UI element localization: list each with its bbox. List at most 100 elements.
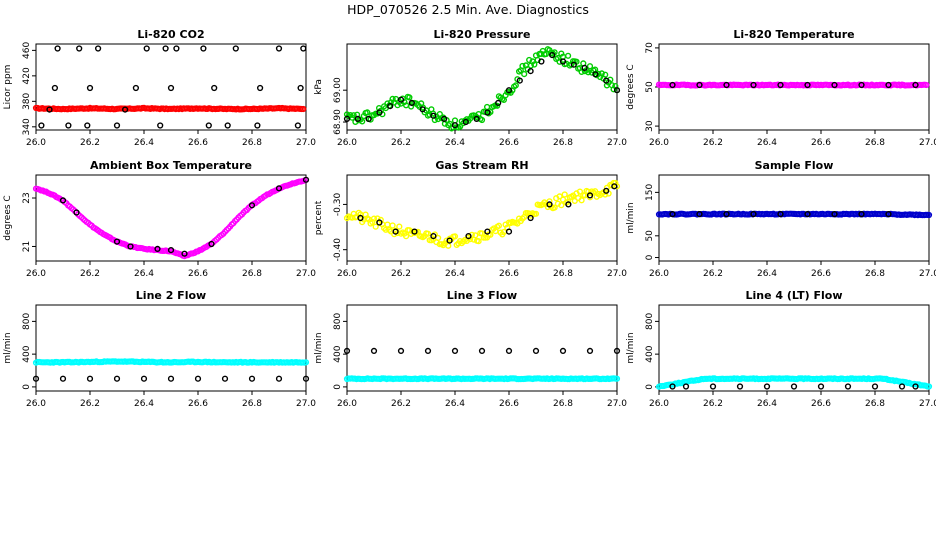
data-point: [556, 193, 563, 200]
data-point: [154, 245, 161, 253]
data-point: [516, 77, 523, 84]
x-tick-label: 26.0: [337, 269, 357, 279]
data-point: [581, 64, 588, 72]
data-point: [59, 375, 67, 382]
y-axis-label: ml/min: [3, 332, 13, 363]
data-point: [302, 359, 310, 366]
data-point: [613, 375, 621, 382]
data-point: [294, 122, 302, 129]
data-point: [446, 237, 453, 244]
data-point: [408, 99, 415, 107]
y-tick-label: 0: [645, 384, 655, 390]
data-point: [578, 197, 585, 204]
data-point: [475, 238, 482, 245]
data-point: [578, 68, 585, 76]
data-point: [696, 211, 703, 218]
x-tick-label: 26.2: [703, 269, 723, 279]
panel-title: Gas Stream RH: [435, 159, 528, 172]
data-point: [603, 187, 610, 194]
y-tick-label: 23: [22, 192, 32, 203]
figure-title: HDP_070526 2.5 Min. Ave. Diagnostics: [347, 2, 589, 17]
panel-7: Line 2 Flow 26.0 26.2 26.4 26.6 26.8 27.0 0 400 8…: [3, 289, 316, 409]
data-point: [343, 115, 351, 123]
y-tick-label: 30: [645, 120, 655, 132]
x-tick-label: 26.8: [553, 138, 573, 148]
data-point: [558, 202, 565, 209]
data-point: [365, 115, 372, 123]
data-point: [487, 231, 494, 238]
x-tick-label: 26.8: [553, 399, 573, 409]
data-point: [551, 204, 558, 211]
data-point: [232, 45, 239, 52]
data-point: [65, 122, 72, 129]
x-tick-label: 26.0: [649, 269, 669, 279]
data-point: [804, 81, 811, 89]
x-tick-label: 26.0: [649, 399, 669, 409]
data-point: [925, 383, 933, 390]
data-point: [140, 375, 148, 382]
data-point: [354, 115, 361, 123]
data-point: [370, 347, 378, 355]
data-point: [426, 111, 433, 118]
x-tick-label: 26.0: [26, 138, 46, 148]
data-point: [411, 228, 418, 235]
data-point: [817, 383, 825, 390]
data-point: [451, 233, 459, 240]
panel-title: Sample Flow: [755, 159, 834, 172]
data-point: [157, 122, 164, 129]
data-point: [512, 82, 519, 89]
x-tick-label: 26.4: [134, 269, 154, 279]
x-tick-label: 26.4: [445, 399, 465, 409]
x-tick-label: 26.6: [811, 399, 831, 409]
data-point: [300, 105, 307, 113]
data-point: [519, 62, 526, 70]
data-point: [32, 375, 40, 382]
data-point: [419, 106, 426, 113]
data-point: [257, 84, 264, 92]
data-point: [113, 375, 121, 382]
x-tick-label: 26.2: [391, 138, 411, 148]
data-point: [723, 81, 730, 89]
data-point: [858, 211, 865, 218]
plot-frame: [346, 174, 618, 262]
panel-9: Line 4 (LT) Flow 26.0 26.2 26.4 26.6 26.8 27. 0…: [626, 289, 936, 409]
data-point: [254, 122, 261, 129]
y-tick-label: 50: [645, 230, 655, 242]
data-point: [495, 222, 503, 229]
data-point: [359, 118, 366, 125]
y-axis-label: Licor ppm: [3, 65, 13, 110]
data-point: [831, 211, 838, 218]
data-point: [585, 69, 592, 76]
data-point: [885, 81, 892, 89]
y-tick-label: 340: [22, 118, 32, 135]
data-point: [912, 81, 919, 89]
x-tick-label: 27.0: [607, 138, 627, 148]
data-point: [430, 112, 437, 119]
y-tick-label: 69.00: [333, 77, 343, 103]
panel-4: Ambient Box Temperature 26.0 26.2 26.4 26.6 2…: [3, 159, 316, 279]
x-tick-label: 26.4: [445, 138, 465, 148]
data-point: [559, 347, 567, 355]
y-tick-label: -0.30: [333, 193, 343, 217]
data-point: [527, 67, 534, 75]
x-tick-label: 27.0: [296, 269, 316, 279]
data-point: [113, 238, 121, 245]
data-point: [441, 115, 448, 123]
data-point: [723, 211, 730, 218]
data-point: [844, 383, 852, 390]
data-point: [709, 383, 717, 390]
data-point: [397, 96, 405, 103]
x-tick-label: 26.0: [26, 269, 46, 279]
data-point: [487, 108, 494, 116]
plot-frame: [658, 304, 930, 392]
data-point: [603, 77, 610, 84]
data-point: [275, 45, 283, 52]
data-point: [208, 240, 215, 248]
x-tick-label: 26.8: [242, 399, 262, 409]
panel-title: Line 2 Flow: [136, 289, 206, 302]
data-point: [84, 122, 91, 129]
y-tick-label: 420: [22, 67, 32, 84]
data-point: [51, 84, 59, 92]
data-point: [248, 375, 256, 382]
data-point: [121, 106, 129, 113]
